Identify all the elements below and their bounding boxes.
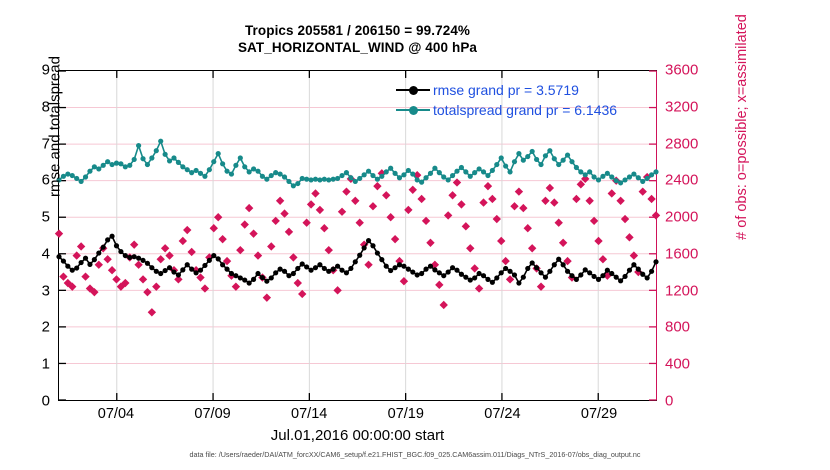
y-tick-left-8: 8	[41, 98, 50, 116]
plot-area	[54, 70, 661, 401]
chart-legend: rmse grand pr = 3.5719 totalspread grand…	[396, 80, 646, 120]
x-axis-label: Jul.01,2016 00:00:00 start	[270, 427, 445, 444]
y-tick-left-4: 4	[41, 245, 50, 263]
y-axis-label-right: # of obs: o=possible; x=assimilated	[734, 14, 750, 240]
legend-marker-totalspread-icon	[396, 103, 430, 117]
y-tick-right-3600: 3600	[665, 61, 699, 79]
y-tick-left-9: 9	[41, 61, 50, 79]
y-tick-right-0: 0	[665, 392, 674, 410]
y-tick-right-1200: 1200	[665, 282, 699, 300]
y-tick-left-0: 0	[41, 392, 50, 410]
y-tick-right-800: 800	[665, 318, 691, 336]
chart-title-line-2: SAT_HORIZONTAL_WIND @ 400 hPa	[237, 40, 478, 55]
y-tick-left-3: 3	[41, 282, 50, 300]
legend-item-rmse[interactable]: rmse grand pr = 3.5719	[396, 80, 646, 100]
x-tick-07-14: 07/14	[291, 406, 328, 422]
data-series-layer	[54, 138, 661, 317]
x-tick-07-29: 07/29	[580, 406, 618, 422]
x-tick-07-19: 07/19	[387, 406, 424, 422]
y-tick-left-5: 5	[41, 208, 50, 226]
y-tick-left-7: 7	[41, 135, 50, 153]
data-file-note: data file: /Users/raeder/DAI/ATM_forcXX/…	[189, 450, 641, 459]
y-tick-right-2800: 2800	[665, 135, 699, 153]
y-tick-right-2400: 2400	[665, 171, 699, 189]
y-axis-label-left: rmse and totalspread	[46, 56, 64, 197]
y-tick-right-1600: 1600	[665, 245, 699, 263]
y-tick-right-400: 400	[665, 355, 691, 373]
x-tick-07-04: 07/04	[97, 406, 135, 422]
y-tick-left-1: 1	[41, 355, 50, 373]
x-tick-07-24: 07/24	[484, 406, 521, 422]
legend-label-totalspread: totalspread grand pr = 6.1436	[433, 102, 618, 118]
y-tick-right-3200: 3200	[665, 98, 699, 116]
y-tick-left-6: 6	[41, 171, 50, 189]
x-tick-07-09: 07/09	[194, 406, 231, 422]
legend-label-rmse: rmse grand pr = 3.5719	[433, 82, 579, 98]
chart-title: Tropics 205581 / 206150 = 99.724% SAT_HO…	[58, 22, 657, 56]
legend-marker-rmse-icon	[396, 83, 430, 97]
chart-title-line-1: Tropics 205581 / 206150 = 99.724%	[244, 23, 471, 38]
legend-item-totalspread[interactable]: totalspread grand pr = 6.1436	[396, 100, 646, 120]
y-tick-right-2000: 2000	[665, 208, 699, 226]
y-tick-left-2: 2	[41, 318, 50, 336]
